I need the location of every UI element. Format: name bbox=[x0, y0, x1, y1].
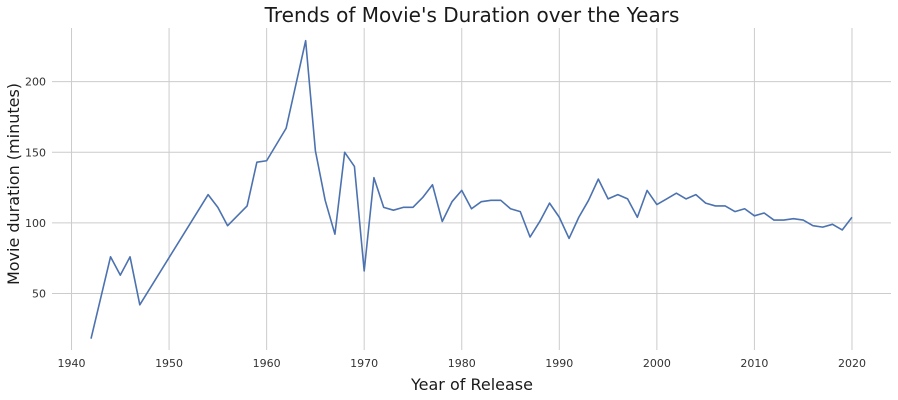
x-tick-label: 2000 bbox=[643, 357, 671, 370]
x-tick-label: 1990 bbox=[545, 357, 573, 370]
series-line bbox=[90, 39, 853, 339]
x-tick-label: 1980 bbox=[448, 357, 476, 370]
y-axis-label: Movie duration (minutes) bbox=[4, 83, 23, 285]
x-tick-label: 1970 bbox=[350, 357, 378, 370]
y-tick-label: 200 bbox=[25, 76, 46, 89]
y-tick-label: 50 bbox=[32, 288, 46, 301]
x-tick-label: 2010 bbox=[740, 357, 768, 370]
x-tick-labels: 1940 1950 1960 1970 1980 1990 2000 2010 2020 bbox=[58, 357, 866, 370]
x-tick-label: 1960 bbox=[253, 357, 281, 370]
x-gridlines bbox=[71, 28, 853, 350]
x-tick-label: 2020 bbox=[838, 357, 866, 370]
y-tick-label: 100 bbox=[25, 217, 46, 230]
y-tick-label: 150 bbox=[25, 146, 46, 159]
y-tick-labels: 50 100 150 200 bbox=[25, 76, 46, 301]
x-tick-label: 1950 bbox=[155, 357, 183, 370]
chart-title: Trends of Movie's Duration over the Year… bbox=[264, 3, 680, 27]
x-tick-label: 1940 bbox=[58, 357, 86, 370]
x-axis-label: Year of Release bbox=[410, 375, 533, 394]
y-gridlines bbox=[52, 81, 891, 295]
